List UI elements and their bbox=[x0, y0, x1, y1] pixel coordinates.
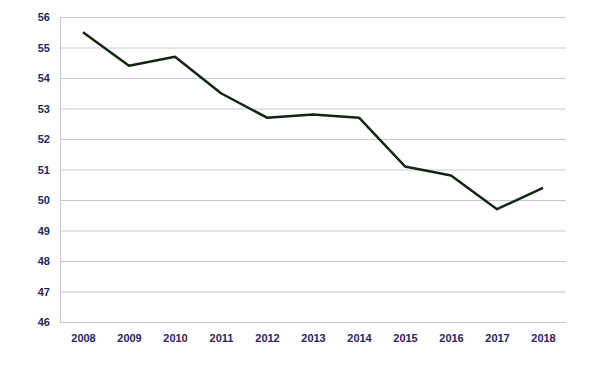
grid-line bbox=[60, 322, 566, 323]
y-tick: 54 bbox=[38, 72, 566, 84]
x-tick-label: 2013 bbox=[301, 332, 325, 344]
x-tick: 2018 bbox=[531, 322, 555, 344]
y-tick: 50 bbox=[38, 194, 566, 206]
y-tick-label: 47 bbox=[38, 286, 50, 298]
grid-line bbox=[60, 78, 566, 79]
plot-area bbox=[83, 32, 543, 209]
y-tick: 48 bbox=[38, 255, 566, 267]
chart: 4647484950515253545556200820092010201120… bbox=[0, 0, 600, 378]
x-axis-line bbox=[61, 322, 567, 323]
y-tick-label: 54 bbox=[38, 72, 51, 84]
x-tick-label: 2016 bbox=[439, 332, 463, 344]
x-tick-label: 2018 bbox=[531, 332, 555, 344]
x-tick: 2012 bbox=[255, 322, 279, 344]
y-tick: 46 bbox=[38, 316, 566, 328]
y-tick-label: 52 bbox=[38, 133, 50, 145]
x-tick-label: 2017 bbox=[485, 332, 509, 344]
x-tick-label: 2008 bbox=[71, 332, 95, 344]
x-tick: 2017 bbox=[485, 322, 509, 344]
grid-line bbox=[60, 139, 566, 140]
x-tick: 2009 bbox=[117, 322, 141, 344]
x-tick-label: 2009 bbox=[117, 332, 141, 344]
grid-line bbox=[60, 200, 566, 201]
x-axis: 2008 2009 2010 2011 2012 2013 2014 2015 2016 2017… bbox=[61, 322, 567, 344]
x-tick: 2008 bbox=[71, 322, 95, 344]
grid-line bbox=[60, 109, 566, 110]
x-tick: 2015 bbox=[393, 322, 417, 344]
x-tick-label: 2012 bbox=[255, 332, 279, 344]
y-tick: 55 bbox=[38, 42, 566, 54]
x-tick-label: 2015 bbox=[393, 332, 417, 344]
y-tick-label: 50 bbox=[38, 194, 50, 206]
y-tick: 53 bbox=[38, 103, 566, 115]
y-tick-label: 56 bbox=[38, 11, 50, 23]
grid-line bbox=[60, 17, 566, 18]
grid-line bbox=[60, 170, 566, 171]
y-tick: 56 bbox=[38, 11, 566, 23]
y-tick-label: 51 bbox=[38, 164, 50, 176]
x-tick-label: 2014 bbox=[347, 332, 372, 344]
grid-line bbox=[60, 48, 566, 49]
grid-line bbox=[60, 261, 566, 262]
y-tick-label: 55 bbox=[38, 42, 50, 54]
y-tick-label: 53 bbox=[38, 103, 50, 115]
x-tick: 2013 bbox=[301, 322, 325, 344]
y-tick: 49 bbox=[38, 225, 566, 237]
y-axis: 46 47 48 49 50 51 52 53 54 55 56 bbox=[38, 11, 566, 328]
grid-line bbox=[60, 292, 566, 293]
y-tick-label: 48 bbox=[38, 255, 50, 267]
y-tick-label: 46 bbox=[38, 316, 50, 328]
x-tick-label: 2011 bbox=[210, 332, 234, 344]
y-tick: 47 bbox=[38, 286, 566, 298]
x-tick: 2014 bbox=[347, 322, 372, 344]
y-tick: 51 bbox=[38, 164, 566, 176]
y-tick: 52 bbox=[38, 133, 566, 145]
line bbox=[83, 32, 543, 209]
y-tick-label: 49 bbox=[38, 225, 50, 237]
grid-line bbox=[60, 231, 566, 232]
x-tick: 2011 bbox=[210, 322, 234, 344]
x-tick-label: 2010 bbox=[163, 332, 187, 344]
x-tick: 2016 bbox=[439, 322, 463, 344]
x-tick: 2010 bbox=[163, 322, 187, 344]
